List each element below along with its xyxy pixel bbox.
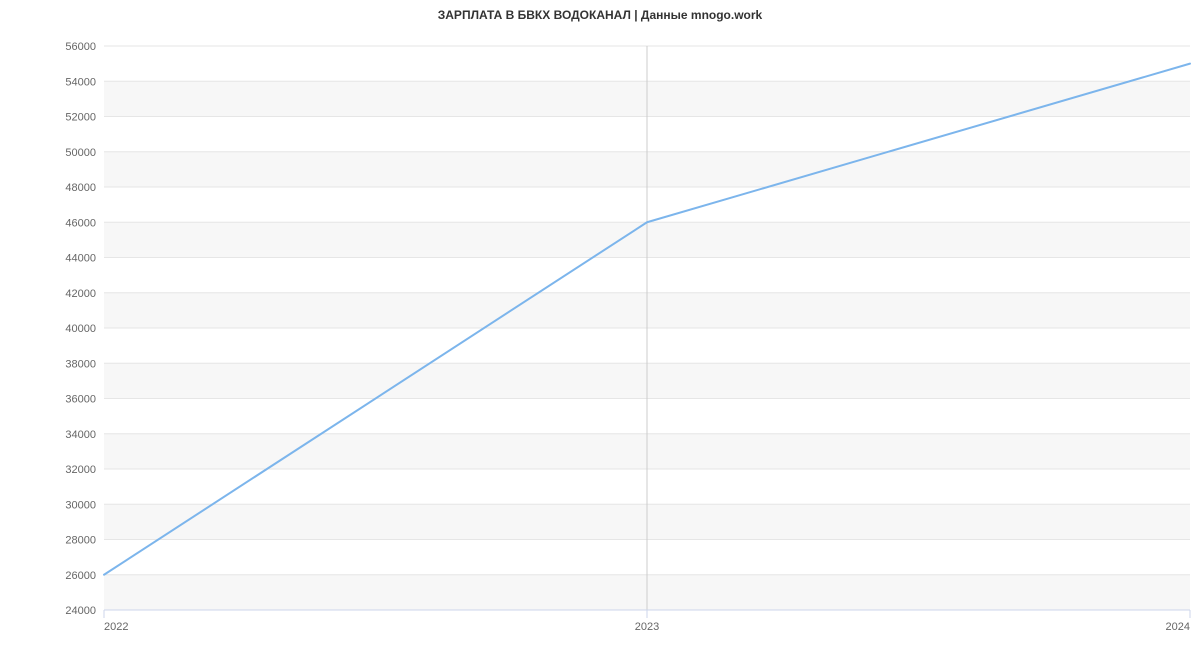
- y-tick-label: 40000: [65, 323, 96, 335]
- y-tick-label: 50000: [65, 147, 96, 159]
- y-tick-label: 38000: [65, 358, 96, 370]
- y-tick-label: 26000: [65, 570, 96, 582]
- y-tick-label: 36000: [65, 394, 96, 406]
- y-tick-label: 30000: [65, 499, 96, 511]
- y-tick-label: 34000: [65, 429, 96, 441]
- y-tick-label: 46000: [65, 217, 96, 229]
- y-tick-label: 56000: [65, 41, 96, 53]
- y-tick-label: 28000: [65, 535, 96, 547]
- chart-svg: 2022 2023 2024 24000 26000 28000 30000 32000 340…: [0, 0, 1200, 650]
- y-tick-label: 52000: [65, 112, 96, 124]
- x-tick-label: 2023: [635, 621, 659, 633]
- y-tick-label: 48000: [65, 182, 96, 194]
- y-tick-label: 32000: [65, 464, 96, 476]
- y-tick-label: 42000: [65, 288, 96, 300]
- y-tick-label: 54000: [65, 76, 96, 88]
- x-tick-label: 2024: [1166, 621, 1190, 633]
- salary-line-chart: ЗАРПЛАТА В БВКХ ВОДОКАНАЛ | Данные mnogo…: [0, 0, 1200, 650]
- y-tick-label: 44000: [65, 253, 96, 265]
- y-tick-label: 24000: [65, 605, 96, 617]
- x-tick-label: 2022: [104, 621, 128, 633]
